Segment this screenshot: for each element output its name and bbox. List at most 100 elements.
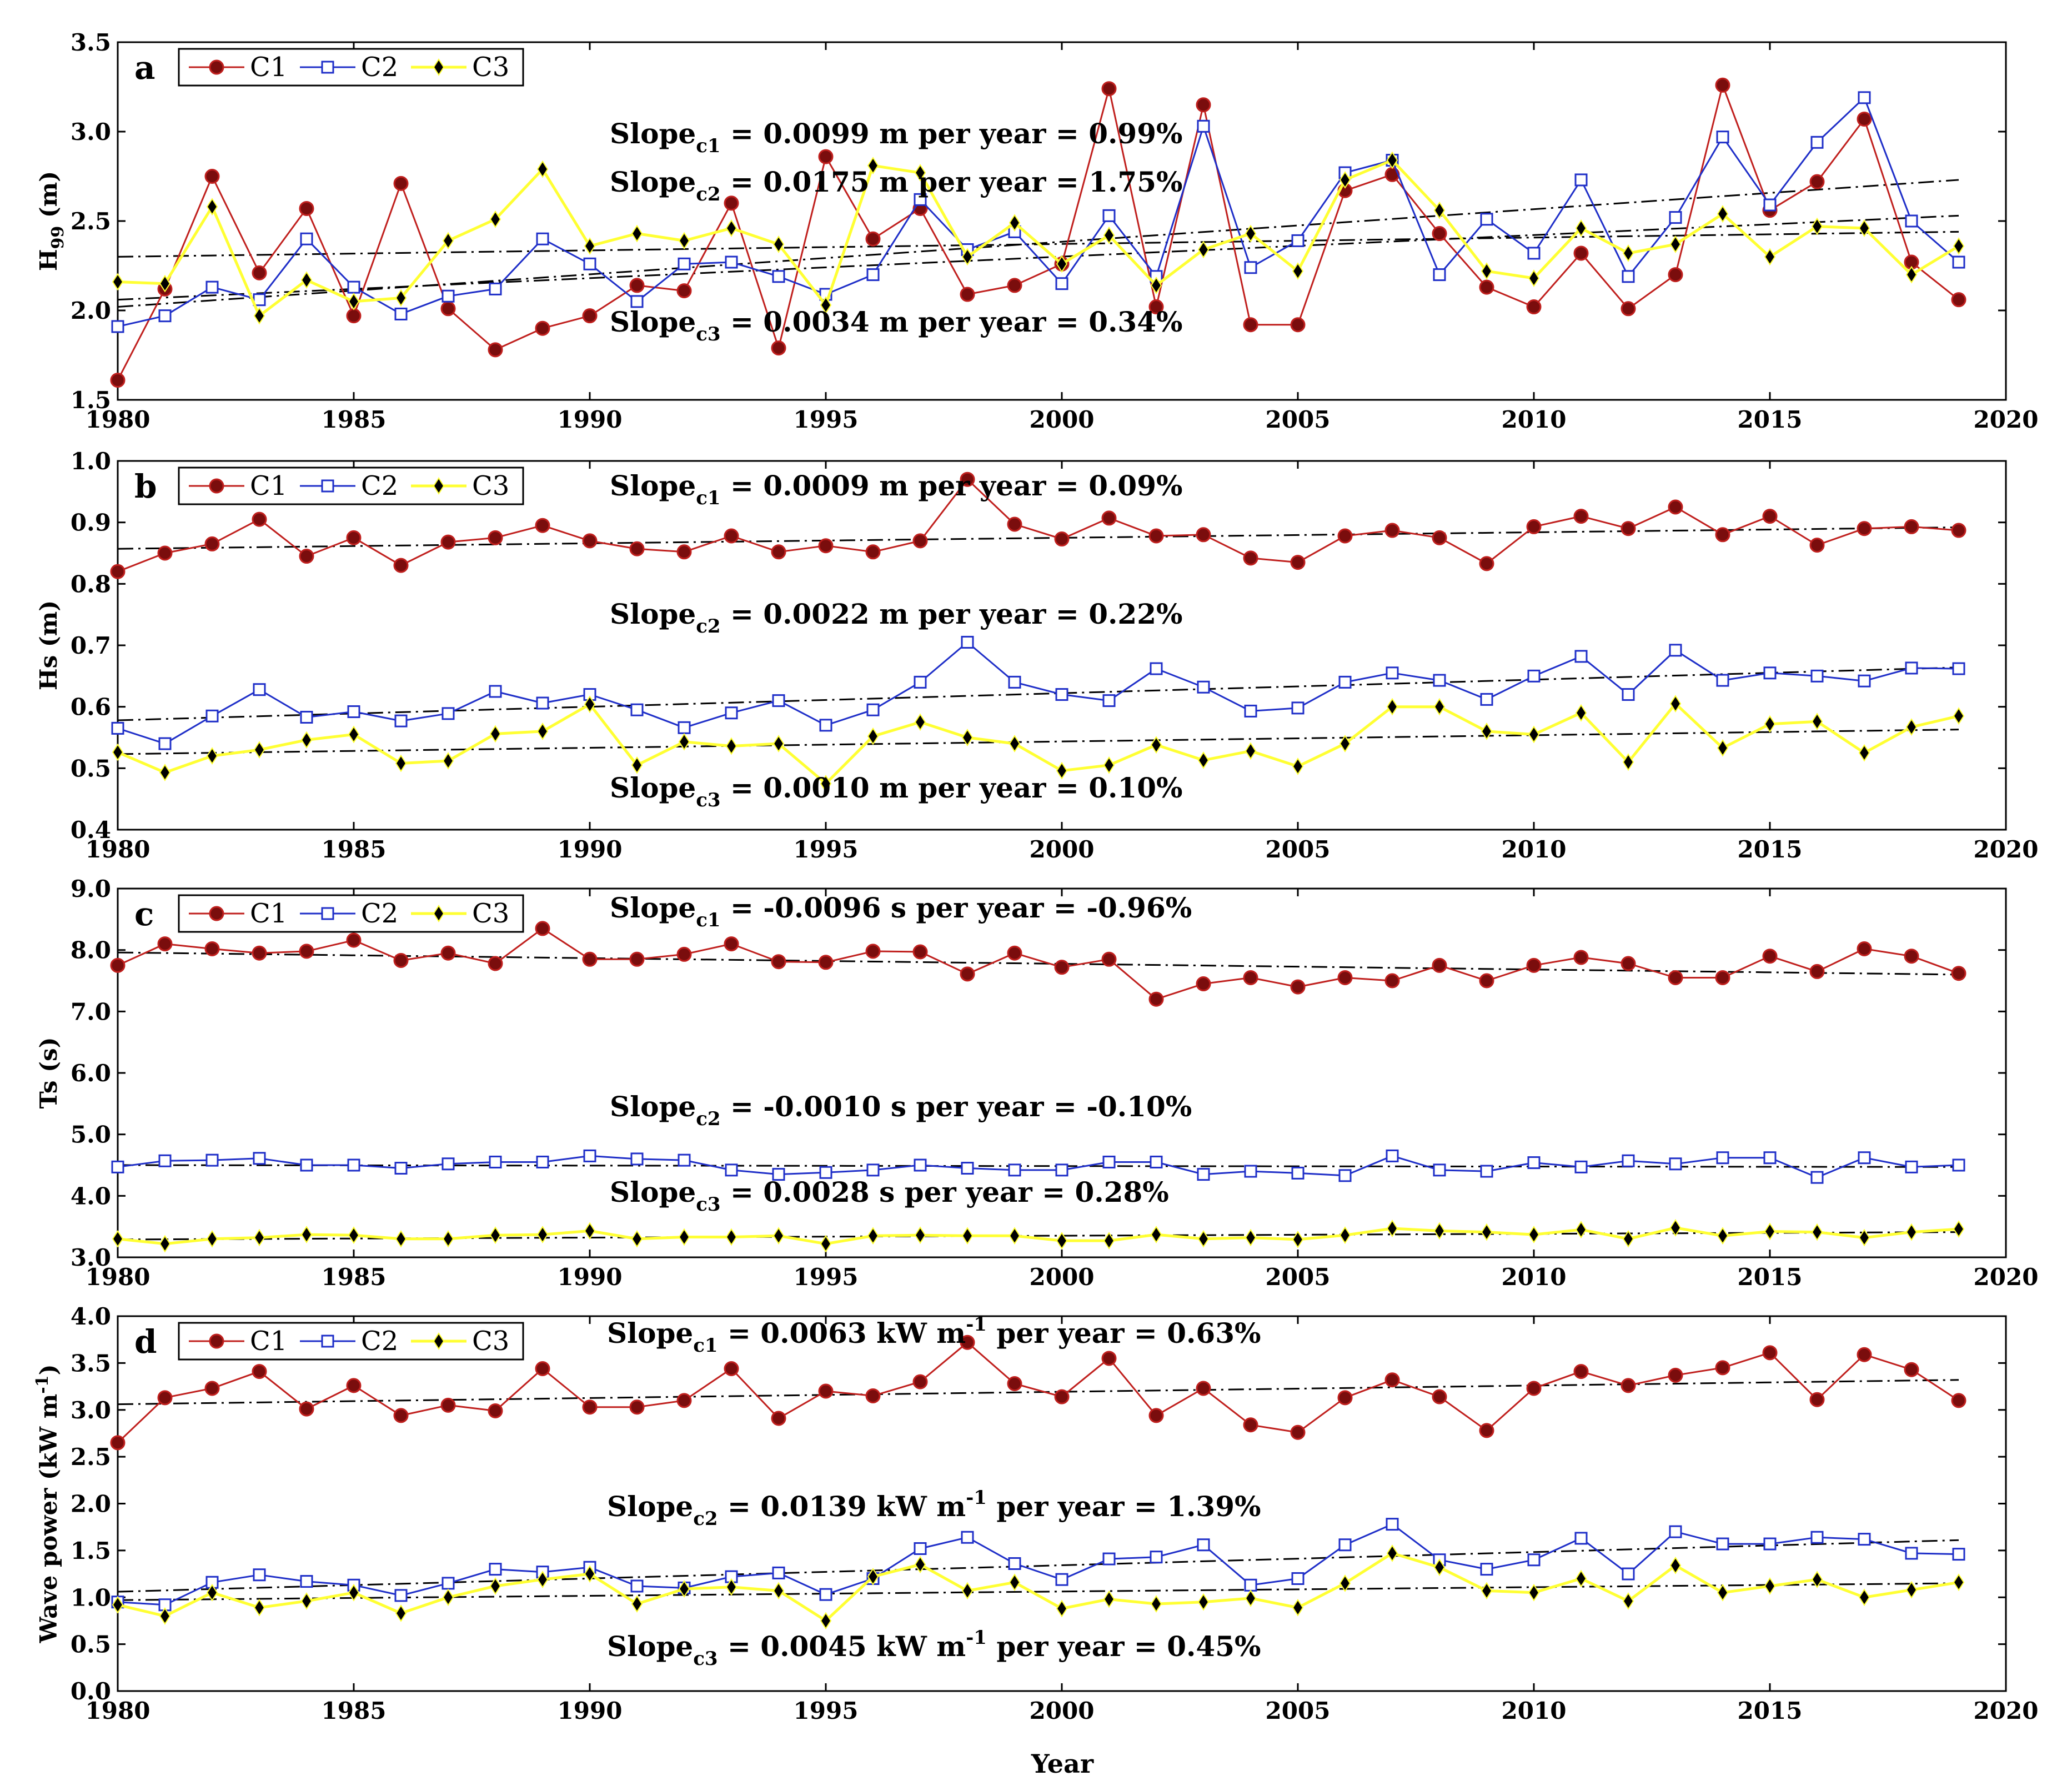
c2-point [819, 1588, 832, 1601]
c3-point [1197, 1593, 1210, 1611]
x-tick-label: 2010 [1502, 406, 1567, 433]
series-line-c3 [117, 702, 1959, 785]
c3-point [1103, 756, 1115, 774]
c3-point [1528, 269, 1540, 287]
y-tick-label: 1.5 [71, 1537, 111, 1564]
y-tick-label: 1.0 [71, 1584, 111, 1611]
c2-point [1763, 666, 1777, 680]
c1-point [912, 533, 928, 549]
c2-point [1574, 173, 1588, 187]
slope-value: = 0.0139 kW m [718, 1490, 966, 1523]
c1-point [440, 1397, 456, 1413]
c3-point [536, 160, 549, 178]
c1-point [1007, 278, 1022, 293]
c2-point [961, 1531, 974, 1544]
c1-point [1148, 528, 1164, 544]
c1-point [488, 530, 503, 545]
c2-point [394, 307, 408, 320]
c1-point [582, 1399, 598, 1415]
x-tick-label: 2015 [1738, 1263, 1803, 1291]
series-line-c2 [117, 97, 1959, 328]
c3-point [1764, 248, 1776, 266]
c1-point [346, 1378, 362, 1393]
slope-superscript: -1 [966, 1487, 987, 1509]
x-tick-label: 2020 [1974, 1263, 2039, 1291]
c1-point [1384, 1372, 1400, 1388]
c3-point [1858, 1228, 1870, 1247]
c3-point [112, 1230, 124, 1248]
c3-point [395, 754, 407, 772]
c1-point [110, 957, 126, 973]
c3-point [1386, 698, 1398, 716]
c2-point [1291, 234, 1305, 247]
c2-point [819, 719, 832, 732]
c1-point [676, 946, 692, 962]
c1-point [818, 149, 834, 164]
c3-point [1245, 224, 1257, 243]
c1-point [1809, 538, 1825, 553]
y-tick-label: 0.5 [71, 755, 111, 782]
slope-annotation-c1: Slopec1 = 0.0099 m per year = 0.99% [610, 117, 1183, 157]
c2-point [1008, 1557, 1021, 1570]
c2-point [158, 737, 172, 750]
legend-label-c1: C1 [250, 1326, 287, 1357]
c1-point [1526, 519, 1542, 534]
c3-point [1717, 205, 1729, 223]
slope-annotation-c3: Slopec3 = 0.0010 m per year = 0.10% [610, 771, 1183, 811]
c2-point [300, 232, 313, 245]
c2-point [1763, 1537, 1777, 1551]
c1-point [912, 944, 928, 960]
c1-point [204, 169, 220, 184]
c1-point [1007, 1376, 1022, 1391]
c3-point [442, 1230, 454, 1248]
c1-point [1904, 949, 1919, 964]
trend-line-c1 [117, 1379, 1959, 1406]
legend-marker-c3 [433, 905, 445, 922]
c2-point [536, 232, 549, 245]
y-axis-label: Hs (m) [35, 600, 62, 690]
y-tick-label: 9.0 [71, 875, 111, 902]
c3-point [159, 1235, 171, 1253]
c1-point [1243, 317, 1258, 333]
series-line-c1 [117, 927, 1959, 1000]
c2-point [630, 703, 644, 716]
c1-point [204, 941, 220, 956]
c3-point [1953, 1220, 1965, 1238]
c1-point [1668, 970, 1683, 985]
c3-point [1150, 277, 1162, 294]
c3-point [1245, 1589, 1257, 1607]
c2-point [866, 1163, 880, 1177]
c3-point [1669, 1557, 1682, 1574]
c2-point [1716, 131, 1729, 144]
c2-point [1433, 268, 1446, 282]
c3-point [1150, 1226, 1162, 1243]
c2-point [253, 1568, 266, 1582]
c2-point [1716, 674, 1729, 687]
legend-marker-c1 [209, 1333, 224, 1349]
c2-point [1905, 661, 1918, 675]
c3-point [1905, 1223, 1918, 1241]
c1-point [440, 301, 456, 317]
c3-point [820, 296, 832, 314]
slope-subscript: c1 [696, 909, 720, 931]
c2-point [866, 703, 880, 716]
c1-point [1432, 226, 1447, 242]
c2-point [1197, 119, 1210, 133]
c3-point [1811, 217, 1823, 235]
c1-point [535, 921, 550, 936]
c3-point [725, 737, 738, 755]
c2-point [1386, 1518, 1399, 1531]
c1-point [1951, 966, 1966, 981]
c1-point [1148, 1408, 1164, 1423]
y-tick-label: 0.4 [71, 816, 111, 844]
c1-point [110, 1435, 126, 1451]
slope-word: Slope [610, 598, 696, 630]
legend-label-c1: C1 [250, 898, 287, 929]
c3-point [159, 274, 171, 293]
c3-point [725, 1578, 738, 1596]
c1-point [1621, 301, 1636, 317]
c1-point [629, 541, 645, 556]
c3-point [1009, 735, 1021, 752]
c2-point [205, 1153, 219, 1167]
c2-point [1386, 1149, 1399, 1162]
